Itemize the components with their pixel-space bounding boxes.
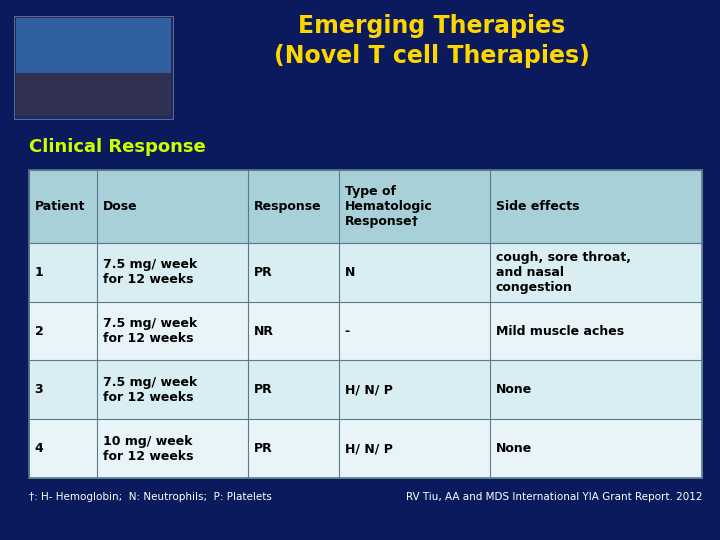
FancyBboxPatch shape — [29, 302, 702, 361]
Text: Patient: Patient — [35, 200, 85, 213]
FancyBboxPatch shape — [29, 419, 702, 478]
Text: 1: 1 — [35, 266, 43, 279]
Text: PR: PR — [254, 383, 273, 396]
Text: None: None — [496, 383, 532, 396]
Text: -: - — [345, 325, 350, 338]
Text: H/ N/ P: H/ N/ P — [345, 442, 392, 455]
Text: Dose: Dose — [103, 200, 138, 213]
Text: †: H- Hemoglobin;  N: Neutrophils;  P: Platelets: †: H- Hemoglobin; N: Neutrophils; P: Pla… — [29, 492, 271, 503]
Text: 10 mg/ week
for 12 weeks: 10 mg/ week for 12 weeks — [103, 435, 193, 463]
Text: Clinical Response: Clinical Response — [29, 138, 205, 156]
Text: PR: PR — [254, 266, 273, 279]
Text: 4: 4 — [35, 442, 43, 455]
Text: RV Tiu, AA and MDS International YIA Grant Report. 2012: RV Tiu, AA and MDS International YIA Gra… — [405, 492, 702, 503]
FancyBboxPatch shape — [29, 243, 702, 302]
Text: NR: NR — [254, 325, 274, 338]
Text: 7.5 mg/ week
for 12 weeks: 7.5 mg/ week for 12 weeks — [103, 376, 197, 404]
Text: Mild muscle aches: Mild muscle aches — [496, 325, 624, 338]
Text: N: N — [345, 266, 355, 279]
FancyBboxPatch shape — [29, 170, 702, 243]
Text: cough, sore throat,
and nasal
congestion: cough, sore throat, and nasal congestion — [496, 251, 631, 294]
Text: PR: PR — [254, 442, 273, 455]
Text: 7.5 mg/ week
for 12 weeks: 7.5 mg/ week for 12 weeks — [103, 317, 197, 345]
FancyBboxPatch shape — [16, 18, 171, 78]
Text: Emerging Therapies
(Novel T cell Therapies): Emerging Therapies (Novel T cell Therapi… — [274, 14, 590, 68]
Text: H/ N/ P: H/ N/ P — [345, 383, 392, 396]
Text: None: None — [496, 442, 532, 455]
Text: Response: Response — [254, 200, 322, 213]
Text: 2: 2 — [35, 325, 43, 338]
FancyBboxPatch shape — [16, 73, 171, 116]
Text: Side effects: Side effects — [496, 200, 580, 213]
Text: Type of
Hematologic
Response†: Type of Hematologic Response† — [345, 185, 433, 228]
FancyBboxPatch shape — [29, 361, 702, 419]
FancyBboxPatch shape — [14, 16, 173, 119]
Text: 3: 3 — [35, 383, 43, 396]
Text: 7.5 mg/ week
for 12 weeks: 7.5 mg/ week for 12 weeks — [103, 258, 197, 286]
